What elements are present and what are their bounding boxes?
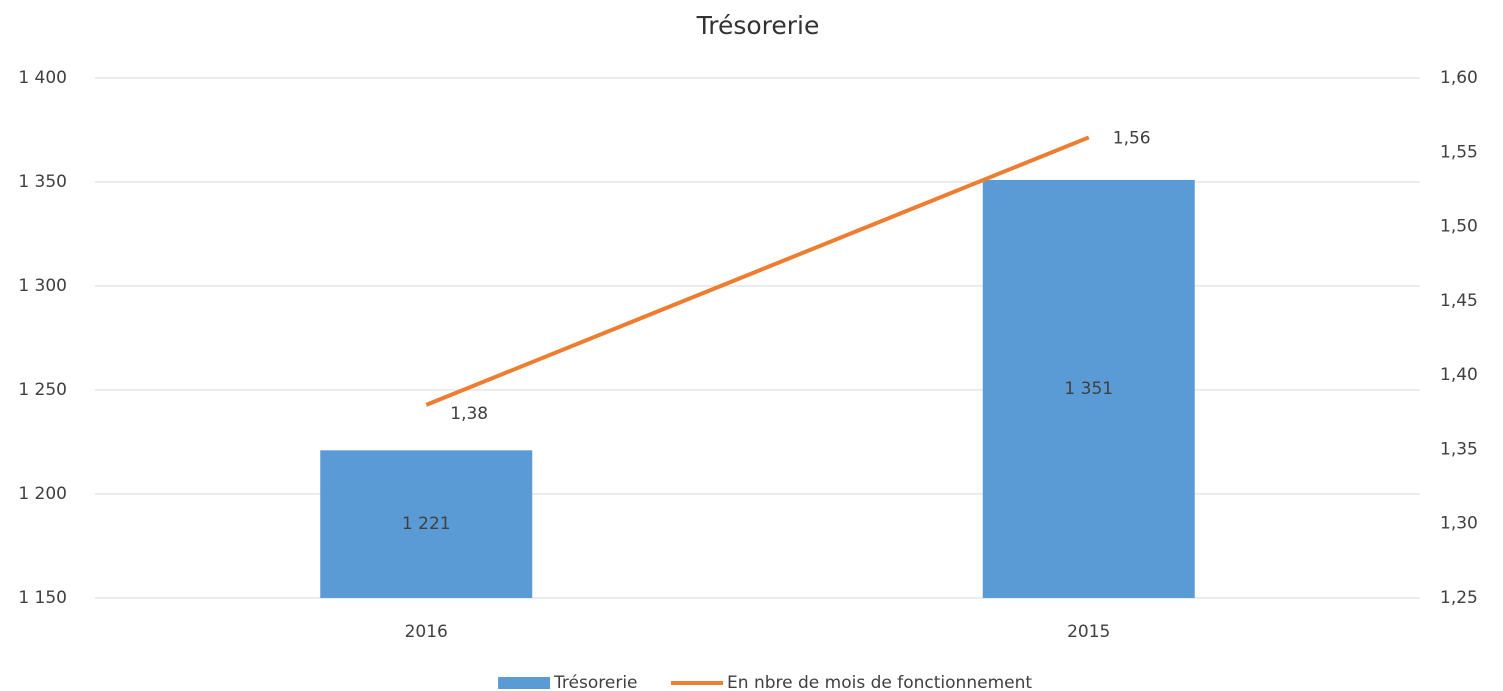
y2-tick-label: 1,30 — [1440, 514, 1478, 534]
y-tick-label: 1 200 — [18, 484, 67, 504]
y2-tick-label: 1,35 — [1440, 439, 1478, 459]
line-value-label: 1,56 — [1113, 128, 1151, 148]
line-value-label: 1,38 — [450, 404, 488, 424]
y2-tick-label: 1,40 — [1440, 365, 1478, 385]
bar-value-label: 1 221 — [402, 514, 451, 534]
chart-title: Trésorerie — [696, 11, 820, 40]
y2-tick-label: 1,60 — [1440, 68, 1478, 88]
y2-tick-label: 1,25 — [1440, 588, 1478, 608]
y-tick-label: 1 150 — [18, 588, 67, 608]
line — [425, 135, 1090, 407]
x-tick-label: 2015 — [1067, 622, 1110, 642]
y-tick-label: 1 300 — [18, 276, 67, 296]
y-tick-label: 1 250 — [18, 380, 67, 400]
legend-label: Trésorerie — [553, 673, 637, 691]
bar — [982, 179, 1195, 599]
legend-label: En nbre de mois de fonctionnement — [727, 673, 1032, 691]
y-tick-label: 1 400 — [18, 68, 67, 88]
y2-tick-label: 1,55 — [1440, 142, 1478, 162]
y2-tick-label: 1,45 — [1440, 291, 1478, 311]
legend-swatch — [498, 677, 551, 689]
y-tick-label: 1 350 — [18, 172, 67, 192]
y2-tick-label: 1,50 — [1440, 217, 1478, 237]
x-tick-label: 2016 — [405, 622, 448, 642]
bar-value-label: 1 351 — [1064, 379, 1113, 399]
bar — [320, 450, 533, 598]
